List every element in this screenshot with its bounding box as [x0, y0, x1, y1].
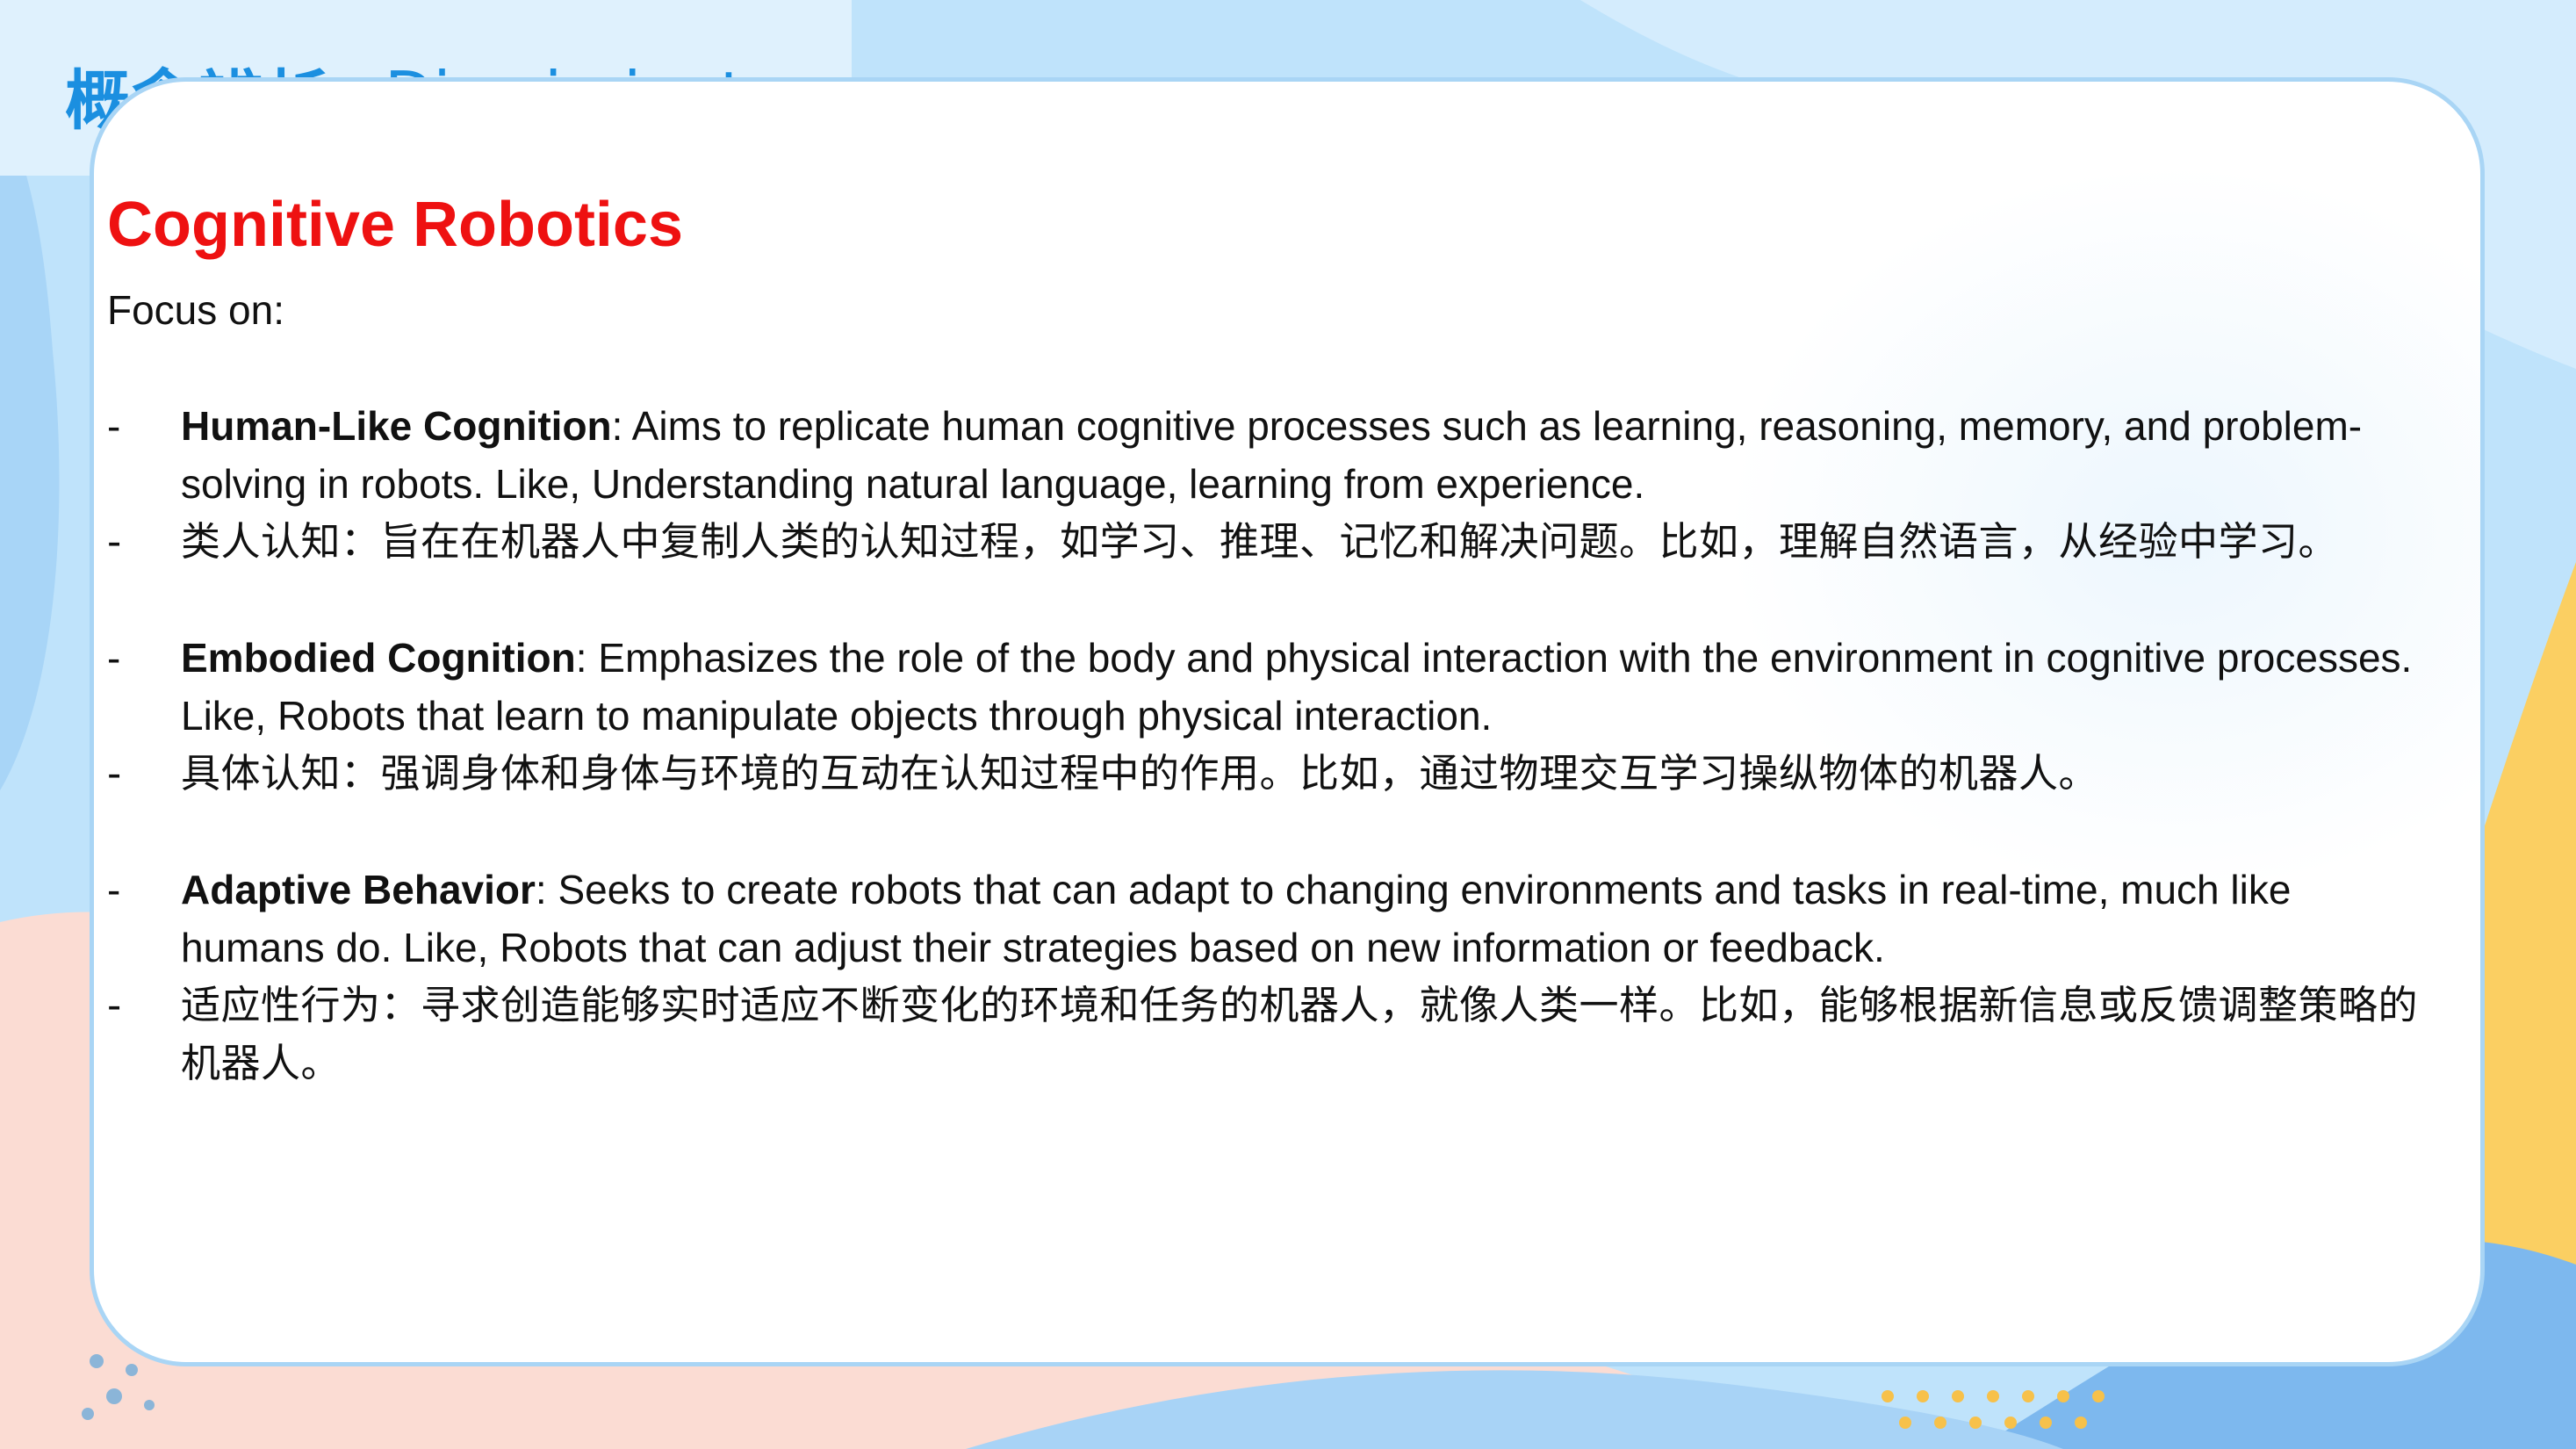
bullet-dash: - [107, 403, 121, 449]
section-title: Cognitive Robotics [107, 190, 684, 260]
english-bullet-item: - Embodied Cognition: Emphasizes the rol… [107, 629, 2425, 745]
concept-term: Adaptive Behavior [181, 867, 536, 912]
bullet-dash: - [107, 518, 122, 565]
content-card [90, 77, 2485, 1366]
concept-description: : Aims to replicate human cognitive proc… [181, 403, 2363, 507]
concept-description: : Emphasizes the role of the body and ph… [181, 635, 2413, 739]
chinese-description: 类人认知：旨在在机器人中复制人类的认知过程，如学习、推理、记忆和解决问题。比如，… [181, 518, 2339, 565]
chinese-description: 具体认知：强调身体和身体与环境的互动在认知过程中的作用。比如，通过物理交互学习操… [181, 750, 2099, 797]
focus-label: Focus on: [107, 287, 284, 333]
concept-group-adaptive-behavior: - Adaptive Behavior: Seeks to create rob… [107, 861, 2425, 1092]
concept-term: Embodied Cognition [181, 635, 576, 681]
concept-group-human-like-cognition: - Human-Like Cognition: Aims to replicat… [107, 397, 2425, 571]
chinese-description: 适应性行为：寻求创造能够实时适应不断变化的环境和任务的机器人，就像人类一样。比如… [181, 982, 2419, 1086]
bullet-dash: - [107, 867, 121, 912]
chinese-bullet-item: - 适应性行为：寻求创造能够实时适应不断变化的环境和任务的机器人，就像人类一样。… [107, 977, 2425, 1092]
bullet-dash: - [107, 750, 122, 797]
bullet-dash: - [107, 982, 122, 1028]
concept-description: : Seeks to create robots that can adapt … [181, 867, 2292, 970]
concept-term: Human-Like Cognition [181, 403, 612, 449]
english-bullet-item: - Human-Like Cognition: Aims to replicat… [107, 397, 2425, 513]
chinese-bullet-item: - 具体认知：强调身体和身体与环境的互动在认知过程中的作用。比如，通过物理交互学… [107, 745, 2425, 803]
bullet-dash: - [107, 635, 121, 681]
concept-group-embodied-cognition: - Embodied Cognition: Emphasizes the rol… [107, 629, 2425, 803]
content-area: Cognitive Robotics Focus on: - Human-Lik… [107, 181, 2425, 1150]
english-bullet-item: - Adaptive Behavior: Seeks to create rob… [107, 861, 2425, 977]
chinese-bullet-item: - 类人认知：旨在在机器人中复制人类的认知过程，如学习、推理、记忆和解决问题。比… [107, 513, 2425, 571]
card-glow [1690, 134, 2480, 925]
